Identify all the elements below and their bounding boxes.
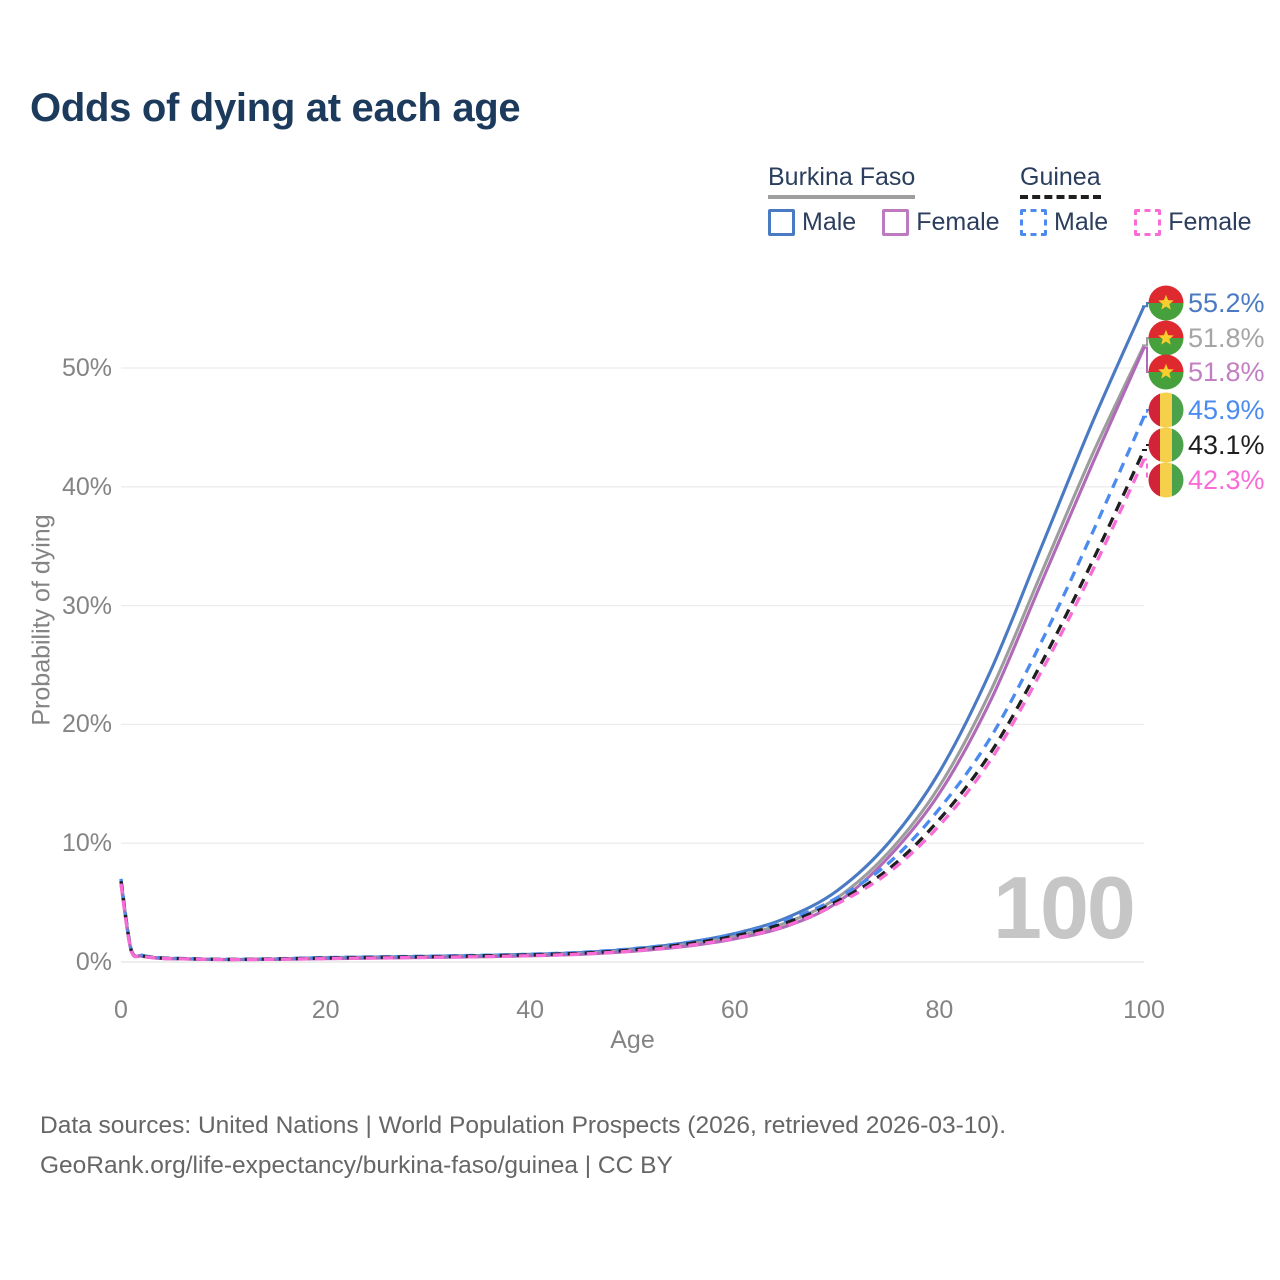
legend-item-burkina-faso-male[interactable]: Male: [768, 208, 856, 237]
legend-country-label[interactable]: Burkina Faso: [768, 163, 916, 191]
y-tick-label: 10%: [61, 829, 112, 858]
legend-item-label: Male: [802, 208, 857, 236]
guinea-flag-icon: [1148, 392, 1184, 428]
source-line: GeoRank.org/life-expectancy/burkina-faso…: [40, 1152, 673, 1179]
y-tick-label: 40%: [61, 472, 112, 501]
burkina-faso-flag-icon: [1148, 354, 1184, 390]
legend-items: Male Female: [1020, 208, 1252, 237]
burkina-faso-flag-icon: [1148, 285, 1184, 321]
end-value-label-guinea-female: 42.3%: [1188, 465, 1265, 495]
y-tick-label: 0%: [75, 948, 112, 976]
age-counter-watermark: 100: [993, 858, 1136, 957]
legend-item-guinea-male[interactable]: Male: [1020, 208, 1108, 237]
data-source-footer: Data sources: United Nations | World Pop…: [40, 1106, 1006, 1186]
source-line: Data sources: United Nations | World Pop…: [40, 1112, 1007, 1139]
legend-group-burkina-faso: Burkina Faso Male Female: [768, 163, 1000, 237]
guinea-flag-icon: [1148, 427, 1184, 463]
end-value-label-burkina-faso-both: 51.8%: [1188, 323, 1265, 353]
series-line-guinea-both[interactable]: [119, 449, 1146, 962]
x-tick-label: 0: [114, 996, 128, 1024]
legend-country-label[interactable]: Guinea: [1020, 163, 1101, 191]
legend-item-label: Female: [1168, 208, 1252, 236]
x-tick-label: 20: [311, 996, 340, 1024]
series-line-burkina-faso-both[interactable]: [119, 344, 1146, 962]
page-title: Odds of dying at each age: [30, 86, 521, 130]
female-line-swatch-icon: [1134, 209, 1162, 236]
end-value-label-guinea-male: 45.9%: [1188, 395, 1265, 425]
series-line-burkina-faso-female[interactable]: [119, 347, 1146, 962]
legend-item-label: Male: [1054, 208, 1109, 236]
y-tick-label: 20%: [61, 710, 112, 739]
x-tick-label: 60: [720, 996, 749, 1024]
end-label-connector: [1142, 409, 1152, 418]
y-tick-label: 30%: [61, 591, 112, 620]
country-line-style-swatch: [768, 195, 915, 199]
legend-item-burkina-faso-female[interactable]: Female: [882, 208, 1000, 237]
x-tick-label: 100: [1123, 996, 1165, 1024]
x-tick-label: 80: [925, 996, 954, 1024]
male-line-swatch-icon: [1020, 209, 1047, 236]
legend-group-guinea: Guinea Male Female: [1020, 163, 1252, 237]
legend-items: Male Female: [768, 208, 1000, 237]
female-line-swatch-icon: [882, 209, 910, 236]
end-value-label-burkina-faso-male: 55.2%: [1188, 288, 1265, 318]
legend-country-guinea[interactable]: Guinea: [1020, 163, 1252, 199]
series-line-guinea-female[interactable]: [119, 458, 1146, 962]
series-line-burkina-faso-male[interactable]: [119, 305, 1146, 961]
end-value-label-guinea-both: 43.1%: [1188, 430, 1265, 460]
end-value-label-burkina-faso-female: 51.8%: [1188, 357, 1265, 387]
male-line-swatch-icon: [768, 209, 795, 236]
x-axis-title: Age: [610, 1026, 655, 1054]
country-line-style-swatch: [1020, 195, 1101, 199]
guinea-flag-icon: [1148, 462, 1184, 498]
legend-item-guinea-female[interactable]: Female: [1134, 208, 1252, 237]
x-tick-label: 40: [516, 996, 545, 1024]
burkina-faso-flag-icon: [1148, 320, 1184, 356]
legend-item-label: Female: [916, 208, 1000, 236]
y-tick-label: 50%: [61, 354, 112, 382]
legend-country-burkina-faso[interactable]: Burkina Faso: [768, 163, 1000, 199]
